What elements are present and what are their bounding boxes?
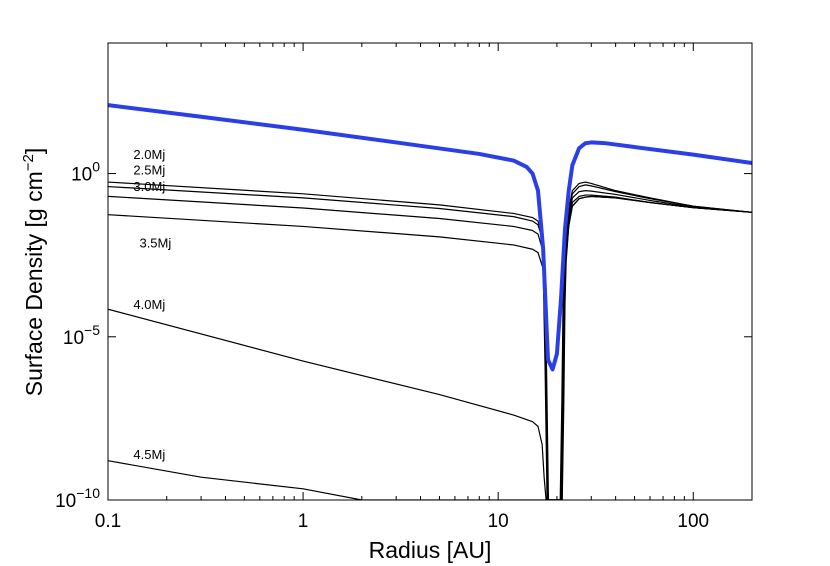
series-label-2-5mj: 2.5Mj: [133, 162, 165, 177]
y-axis-title-main: Surface Density [g cm: [21, 171, 47, 396]
x-tick-label: 1: [298, 511, 309, 532]
y-axis-title-superscript: −2: [20, 154, 37, 171]
ticks-layer: 0.1 1 10 100 100 10−5 10−10: [55, 43, 752, 532]
series-label-2-0mj: 2.0Mj: [133, 147, 165, 162]
y-axis-title: Surface Density [g cm−2]: [20, 148, 47, 396]
x-tick-label: 10: [488, 511, 509, 532]
y-axis-title-close: ]: [21, 148, 47, 154]
series-label-4-5mj: 4.5Mj: [133, 447, 165, 462]
y-tick-label: 10−10: [55, 485, 100, 512]
series-line-4-5mj: [108, 195, 752, 500]
x-axis-title: Radius [AU]: [369, 537, 492, 563]
series-label-3-0mj: 3.0Mj: [133, 179, 165, 194]
highlight-series-line: [108, 103, 752, 372]
series-label-4-0mj: 4.0Mj: [133, 297, 165, 312]
curves-layer: [108, 103, 752, 500]
y-tick-label: 10−5: [63, 322, 100, 349]
series-label-3-5mj: 3.5Mj: [139, 235, 171, 250]
x-tick-label: 0.1: [95, 511, 121, 532]
y-tick-label: 100: [71, 159, 100, 186]
x-tick-label: 100: [677, 511, 709, 532]
plot-frame: [107, 42, 753, 501]
